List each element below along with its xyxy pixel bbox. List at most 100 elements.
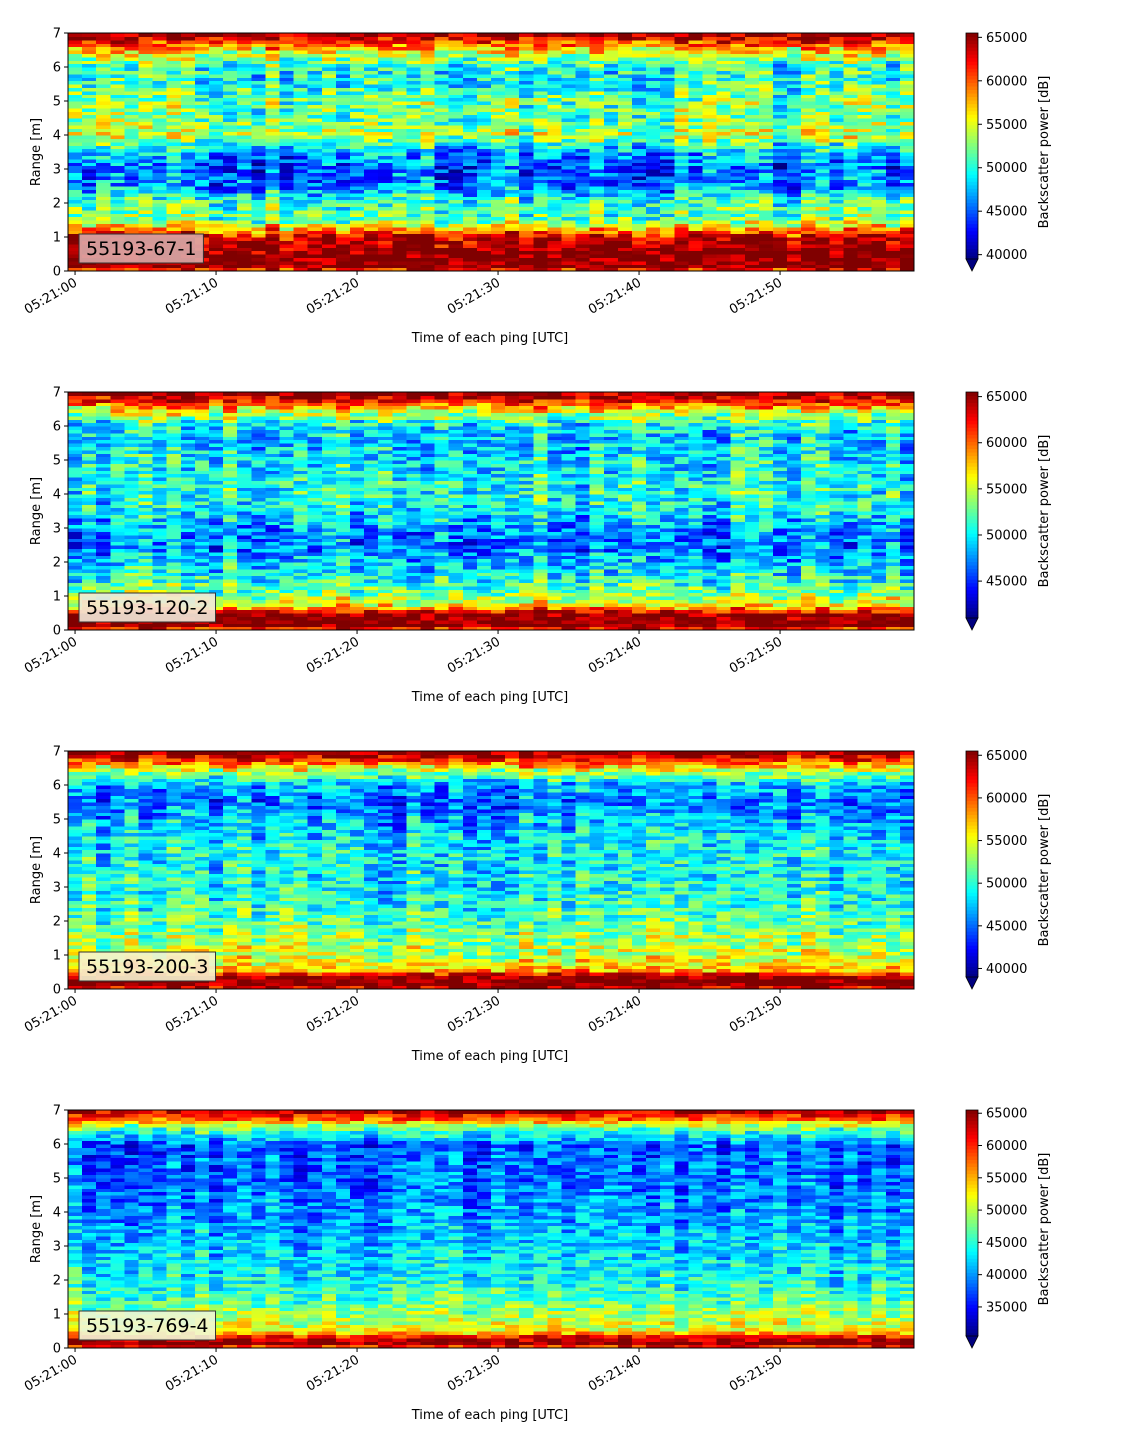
heatmap-cell <box>702 158 718 163</box>
heatmap-cell <box>223 73 238 78</box>
heatmap-cell <box>166 504 182 509</box>
heatmap-cell <box>194 97 210 102</box>
heatmap-cell <box>702 243 718 248</box>
heatmap-cell <box>166 70 182 75</box>
heatmap-cell <box>124 36 140 41</box>
heatmap-cell <box>68 131 83 136</box>
heatmap-cell <box>166 169 182 173</box>
heatmap-cell <box>378 243 393 248</box>
heatmap-cell <box>209 97 224 102</box>
heatmap-cell <box>223 118 238 122</box>
heatmap-cell <box>293 50 309 54</box>
heatmap-cell <box>110 192 125 197</box>
heatmap-cell <box>279 264 295 269</box>
heatmap-cell <box>632 264 647 269</box>
heatmap-cell <box>335 118 351 122</box>
heatmap-cell <box>152 101 168 105</box>
colorbar-segment <box>966 110 978 115</box>
heatmap-cell <box>82 141 97 146</box>
heatmap-cell <box>265 196 281 201</box>
heatmap-cell <box>68 436 83 441</box>
heatmap-cell <box>688 209 704 214</box>
heatmap-cell <box>773 216 788 221</box>
heatmap-cell <box>251 203 266 207</box>
heatmap-cell <box>180 196 196 201</box>
heatmap-cell <box>321 243 337 248</box>
heatmap-cell <box>815 199 830 204</box>
heatmap-cell <box>603 175 619 180</box>
heatmap-cell <box>321 223 337 228</box>
heatmap-cell <box>194 53 210 58</box>
heatmap-cell <box>223 60 238 65</box>
heatmap-cell <box>730 182 746 187</box>
heatmap-cell <box>279 50 295 54</box>
heatmap-cell <box>237 172 252 177</box>
heatmap-cell <box>519 216 534 221</box>
heatmap-cell <box>251 135 266 139</box>
heatmap-cell <box>279 189 295 194</box>
heatmap-cell <box>68 97 83 102</box>
heatmap-cell <box>209 94 224 99</box>
heatmap-cell <box>307 46 323 51</box>
x-tick-label: 05:21:10 <box>163 275 221 317</box>
heatmap-cell <box>223 97 238 102</box>
heatmap-cell <box>152 63 168 68</box>
heatmap-cell <box>180 131 196 136</box>
heatmap-cell <box>293 206 309 211</box>
heatmap-cell <box>138 216 154 221</box>
heatmap-cell <box>223 162 238 167</box>
heatmap-cell <box>110 470 125 475</box>
heatmap-cell <box>773 264 788 269</box>
heatmap-cell <box>251 53 266 58</box>
heatmap-cell <box>646 192 661 197</box>
heatmap-cell <box>364 233 379 238</box>
heatmap-cell <box>124 230 140 235</box>
heatmap-cell <box>96 165 111 170</box>
heatmap-cell <box>660 182 675 187</box>
heatmap-cell <box>251 80 266 85</box>
heatmap-cell <box>82 84 97 88</box>
heatmap-cell <box>378 264 393 269</box>
heatmap-cell <box>307 80 323 85</box>
heatmap-cell <box>350 196 365 201</box>
heatmap-cell <box>420 165 436 170</box>
heatmap-cell <box>476 165 492 170</box>
heatmap-cell <box>180 199 196 204</box>
colorbar-segment <box>966 82 978 87</box>
heatmap-cell <box>617 182 633 187</box>
heatmap-cell <box>194 230 210 235</box>
heatmap-cell <box>335 107 351 112</box>
colorbar-segment <box>966 64 978 69</box>
heatmap-cell <box>110 90 125 95</box>
heatmap-cell <box>293 158 309 163</box>
heatmap-cell <box>857 243 873 248</box>
heatmap-cell <box>307 206 323 211</box>
heatmap-cell <box>68 104 83 109</box>
heatmap-cell <box>82 419 97 424</box>
heatmap-cell <box>491 209 506 214</box>
heatmap-cell <box>96 453 111 458</box>
heatmap-cell <box>265 33 281 37</box>
heatmap-cell <box>279 247 295 252</box>
heatmap-cell <box>730 199 746 204</box>
heatmap-cell <box>758 131 774 136</box>
heatmap-cell <box>293 267 309 272</box>
heatmap-cell <box>561 199 577 204</box>
heatmap-cell <box>166 192 182 197</box>
heatmap-cell <box>561 148 577 153</box>
heatmap-cell <box>152 192 168 197</box>
heatmap-cell <box>773 158 788 163</box>
heatmap-cell <box>829 175 845 180</box>
heatmap-cell <box>124 453 140 458</box>
heatmap-cell <box>166 162 182 167</box>
heatmap-cell <box>124 73 140 78</box>
heatmap-cell <box>420 233 436 238</box>
heatmap-cell <box>321 165 337 170</box>
heatmap-cell <box>68 192 83 197</box>
heatmap-cell <box>180 392 196 396</box>
heatmap-cell <box>279 254 295 258</box>
heatmap-cell <box>96 169 111 173</box>
heatmap-cell <box>180 56 196 61</box>
heatmap-cell <box>138 223 154 228</box>
heatmap-cell <box>96 392 111 396</box>
